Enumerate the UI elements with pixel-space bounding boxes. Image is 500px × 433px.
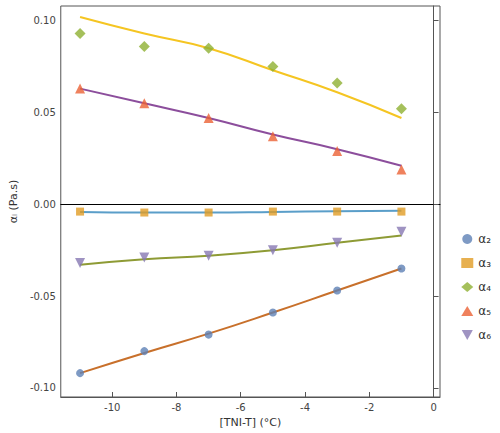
svg-text:-2: -2 <box>364 402 374 413</box>
svg-text:0.05: 0.05 <box>34 107 56 118</box>
svg-text:-8: -8 <box>171 402 181 413</box>
svg-text:[TNI-T] (°C): [TNI-T] (°C) <box>220 416 282 429</box>
svg-text:α₃: α₃ <box>478 256 491 270</box>
svg-text:α₂: α₂ <box>478 232 491 246</box>
svg-text:-0.05: -0.05 <box>30 291 56 302</box>
svg-text:0.10: 0.10 <box>34 15 56 26</box>
svg-text:αᵢ (Pa.s): αᵢ (Pa.s) <box>7 180 20 223</box>
svg-text:0: 0 <box>430 402 436 413</box>
svg-text:-4: -4 <box>300 402 310 413</box>
svg-text:α₅: α₅ <box>478 304 491 318</box>
svg-text:α₄: α₄ <box>478 280 491 294</box>
svg-text:-10: -10 <box>104 402 120 413</box>
svg-text:-6: -6 <box>236 402 246 413</box>
svg-text:-0.10: -0.10 <box>30 382 56 393</box>
svg-text:0.00: 0.00 <box>34 199 56 210</box>
svg-text:α₆: α₆ <box>478 328 491 342</box>
